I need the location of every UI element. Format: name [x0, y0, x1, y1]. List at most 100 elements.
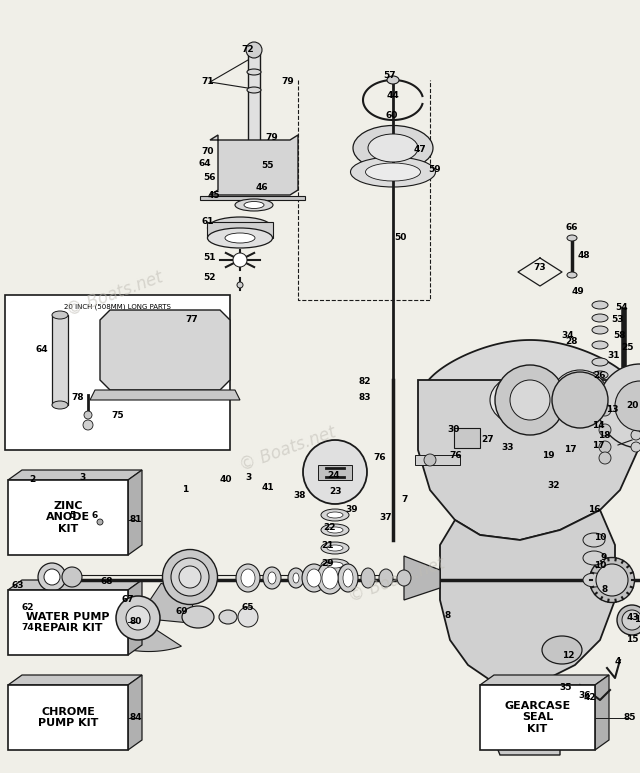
Text: © Boats.net: © Boats.net: [237, 423, 339, 474]
Ellipse shape: [321, 509, 349, 521]
Text: 10: 10: [594, 560, 606, 570]
Text: 74: 74: [22, 624, 35, 632]
Ellipse shape: [241, 569, 255, 587]
Text: 42: 42: [584, 693, 596, 703]
Ellipse shape: [567, 272, 577, 278]
Circle shape: [97, 519, 103, 525]
Polygon shape: [100, 310, 230, 390]
Ellipse shape: [182, 606, 214, 628]
Ellipse shape: [307, 569, 321, 587]
Text: 6: 6: [92, 510, 98, 519]
Polygon shape: [207, 222, 273, 238]
Ellipse shape: [268, 572, 276, 584]
Circle shape: [599, 424, 611, 436]
Circle shape: [424, 454, 436, 466]
Ellipse shape: [38, 563, 66, 591]
Circle shape: [233, 253, 247, 267]
Polygon shape: [128, 580, 142, 655]
Ellipse shape: [225, 233, 255, 243]
Ellipse shape: [552, 370, 607, 420]
Polygon shape: [8, 480, 128, 555]
Ellipse shape: [343, 569, 353, 587]
Ellipse shape: [163, 550, 218, 604]
Polygon shape: [418, 380, 640, 540]
Ellipse shape: [351, 157, 435, 187]
Text: 76: 76: [450, 451, 462, 459]
Text: 65: 65: [242, 604, 254, 612]
Circle shape: [552, 372, 608, 428]
Circle shape: [246, 42, 262, 58]
Ellipse shape: [52, 401, 68, 409]
Text: 21: 21: [322, 540, 334, 550]
Circle shape: [116, 596, 160, 640]
Text: 10: 10: [594, 533, 606, 543]
Text: 61: 61: [202, 217, 214, 226]
Ellipse shape: [23, 605, 37, 615]
Circle shape: [631, 442, 640, 452]
Text: 63: 63: [12, 581, 24, 590]
Ellipse shape: [617, 605, 640, 635]
Polygon shape: [104, 618, 181, 652]
Polygon shape: [8, 470, 142, 480]
Text: 36: 36: [579, 692, 591, 700]
Text: 83: 83: [359, 393, 371, 403]
Text: 15: 15: [626, 635, 638, 645]
Ellipse shape: [219, 610, 237, 624]
Ellipse shape: [343, 567, 357, 589]
Ellipse shape: [353, 125, 433, 171]
Polygon shape: [454, 428, 480, 448]
Ellipse shape: [244, 202, 264, 209]
Ellipse shape: [235, 199, 273, 211]
Ellipse shape: [567, 235, 577, 241]
Text: 20 INCH (508MM) LONG PARTS: 20 INCH (508MM) LONG PARTS: [64, 303, 171, 309]
Polygon shape: [72, 591, 138, 625]
Polygon shape: [318, 465, 352, 480]
Text: 82: 82: [359, 377, 371, 386]
Text: 45: 45: [208, 190, 220, 199]
Text: 64: 64: [36, 346, 48, 355]
Ellipse shape: [365, 163, 420, 181]
Text: 79: 79: [282, 77, 294, 87]
Text: 39: 39: [346, 506, 358, 515]
Text: 35: 35: [560, 683, 572, 693]
Polygon shape: [8, 590, 128, 655]
Text: 4: 4: [615, 658, 621, 666]
Ellipse shape: [179, 566, 201, 588]
Text: 52: 52: [204, 274, 216, 282]
Text: 54: 54: [616, 304, 628, 312]
Circle shape: [599, 404, 611, 416]
Ellipse shape: [44, 569, 60, 585]
Ellipse shape: [583, 533, 605, 547]
Ellipse shape: [321, 542, 349, 554]
Text: 20: 20: [626, 400, 638, 410]
Text: 68: 68: [100, 577, 113, 587]
Text: 60: 60: [386, 111, 398, 120]
Text: 48: 48: [578, 251, 590, 261]
Circle shape: [84, 411, 92, 419]
Polygon shape: [210, 135, 298, 195]
Text: 18: 18: [598, 431, 611, 440]
Polygon shape: [90, 390, 240, 400]
Ellipse shape: [583, 551, 605, 565]
Ellipse shape: [327, 545, 343, 551]
Circle shape: [510, 380, 550, 420]
Text: 50: 50: [394, 233, 406, 243]
Ellipse shape: [596, 564, 628, 596]
Text: ZINC
ANODE
KIT: ZINC ANODE KIT: [46, 501, 90, 534]
Text: 8: 8: [602, 585, 608, 594]
Ellipse shape: [592, 314, 608, 322]
Text: 17: 17: [564, 445, 576, 455]
Text: 26: 26: [594, 370, 606, 380]
Ellipse shape: [327, 527, 343, 533]
Ellipse shape: [592, 358, 608, 366]
Text: 57: 57: [384, 71, 396, 80]
Ellipse shape: [592, 301, 608, 309]
Text: 1: 1: [182, 485, 188, 495]
Ellipse shape: [490, 373, 570, 427]
Text: 69: 69: [176, 608, 188, 617]
Text: 56: 56: [204, 173, 216, 182]
Ellipse shape: [62, 567, 82, 587]
Circle shape: [83, 420, 93, 430]
Ellipse shape: [589, 557, 634, 602]
Polygon shape: [52, 315, 68, 405]
